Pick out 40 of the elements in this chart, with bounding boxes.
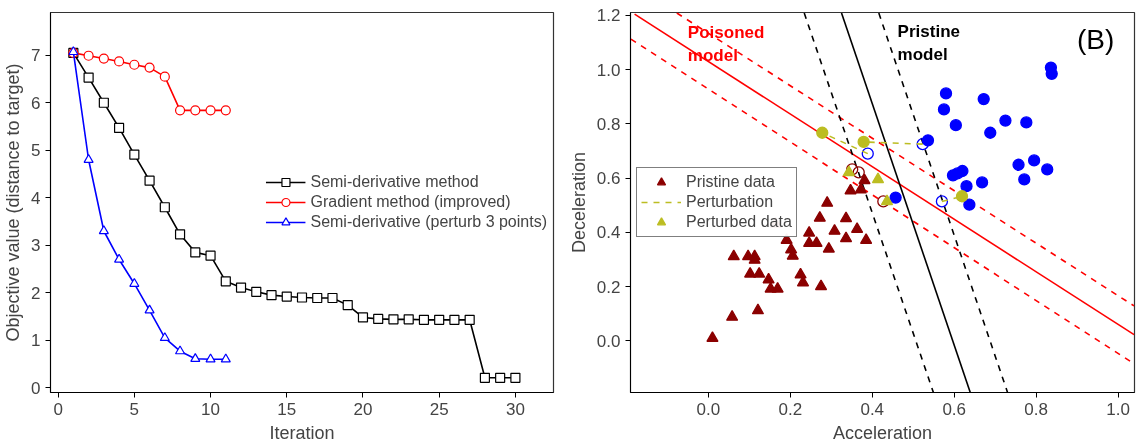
legend-label: Pristine data [686,173,775,191]
y-tick-label: 0.6 [596,169,621,189]
x-tick-label: 0.4 [860,399,885,419]
y-tick-label: 1 [31,331,41,351]
x-axis-title: Iteration [269,422,335,443]
legend-label: Semi-derivative method [310,173,479,191]
x-tick-label: 0.0 [696,399,721,419]
annotation: (B) [1077,23,1115,55]
y-tick-label: 5 [31,141,41,161]
x-tick-label: 10 [201,399,221,419]
y-tick-label: 2 [31,283,41,303]
y-tick-label: 4 [31,188,41,208]
y-axis-title: Objective value (distance to target) [3,63,24,342]
y-tick-label: 0.0 [596,331,621,351]
legend-label: Gradient method (improved) [310,193,511,211]
x-tick-label: 0.8 [1024,399,1048,419]
x-tick-label: 0 [53,399,63,419]
y-axis-title: Deceleration [568,151,589,254]
x-tick-label: 25 [429,399,449,419]
y-tick-label: 0.2 [596,277,621,297]
x-tick-label: 5 [129,399,140,419]
x-tick-label: 0.6 [942,399,967,419]
x-tick-label: 0.2 [778,399,803,419]
y-tick-label: 6 [31,93,41,113]
x-tick-label: 15 [277,399,297,419]
x-tick-label: 30 [505,399,525,419]
y-tick-label: 7 [31,46,41,66]
x-tick-label: 1.0 [1106,399,1130,419]
legend-label: Perturbation [686,193,774,211]
annotation: Pristine model [897,22,960,64]
legend-label: Perturbed data [686,213,792,231]
y-tick-label: 1.0 [596,60,621,80]
x-tick-label: 20 [353,399,373,419]
legend-label: Semi-derivative (perturb 3 points) [310,213,547,231]
y-tick-label: 1.2 [596,6,621,26]
y-tick-label: 0.8 [596,114,621,134]
x-axis-title: Acceleration [832,422,933,443]
y-tick-label: 3 [31,236,41,256]
y-tick-label: 0.4 [596,223,621,243]
y-tick-label: 0 [31,378,41,398]
